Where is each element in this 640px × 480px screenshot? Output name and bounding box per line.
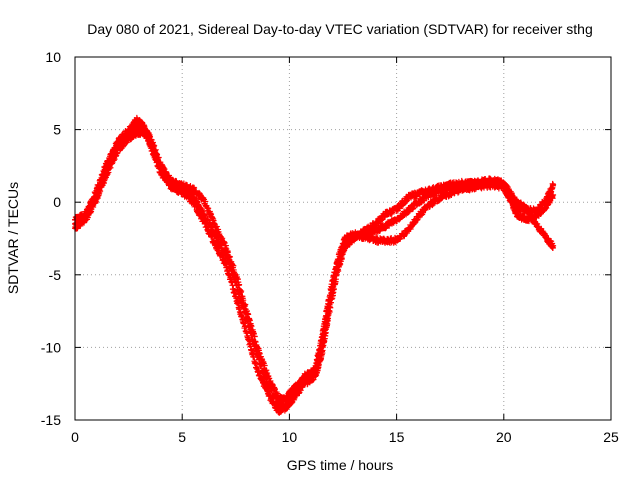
- data-point: [341, 244, 348, 251]
- grid-lines: [75, 57, 611, 420]
- data-points: [72, 114, 557, 416]
- data-point: [227, 253, 234, 260]
- y-axis-label: SDTVAR / TECUs: [5, 182, 21, 294]
- y-tick-label: -15: [41, 412, 61, 428]
- data-point: [322, 325, 329, 332]
- data-point: [257, 370, 264, 377]
- x-tick-label: 20: [496, 429, 512, 445]
- y-tick-label: -5: [49, 267, 62, 283]
- x-tick-label: 25: [603, 429, 619, 445]
- data-point: [326, 301, 333, 308]
- chart-title: Day 080 of 2021, Sidereal Day-to-day VTE…: [87, 21, 593, 37]
- series-track-3: [72, 122, 557, 405]
- x-tick-label: 10: [282, 429, 298, 445]
- data-point: [550, 242, 557, 249]
- data-point: [330, 283, 337, 290]
- axis-ticks: 0 5 10 15 20 25 -15 -10 -5 0 5 10: [41, 49, 619, 445]
- data-point: [220, 254, 227, 261]
- data-point: [231, 288, 238, 295]
- y-tick-label: -10: [41, 339, 61, 355]
- data-point: [550, 181, 557, 188]
- y-tick-label: 5: [53, 122, 61, 138]
- plot-frame: [74, 56, 612, 421]
- data-point: [269, 395, 276, 402]
- y-tick-label: 0: [53, 194, 61, 210]
- x-tick-label: 15: [389, 429, 405, 445]
- data-point: [151, 142, 158, 149]
- data-point: [550, 191, 557, 198]
- data-point: [213, 223, 220, 230]
- data-point: [238, 288, 245, 295]
- x-tick-label: 0: [71, 429, 79, 445]
- x-tick-label: 5: [178, 429, 186, 445]
- y-tick-label: 10: [45, 49, 61, 65]
- x-axis-label: GPS time / hours: [287, 457, 394, 473]
